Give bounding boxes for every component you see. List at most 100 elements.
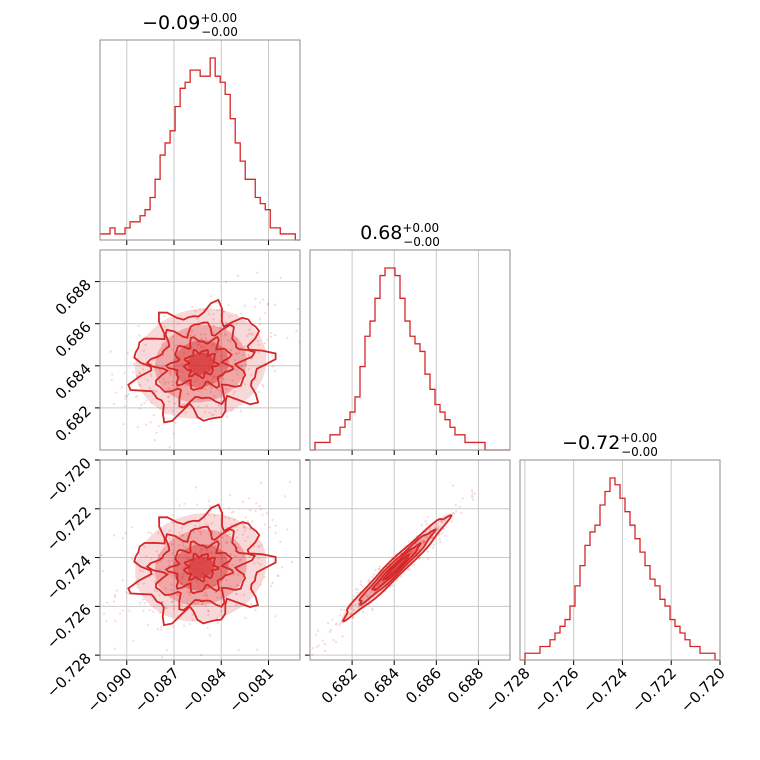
sample-point [158,369,162,372]
sample-point [472,498,475,501]
sample-point [254,297,257,301]
sample-point [274,524,277,527]
sample-point [339,622,342,625]
sample-point [255,502,258,505]
sample-point [349,612,352,615]
sample-point [250,602,253,606]
sample-point [143,545,146,549]
sample-point [222,310,226,313]
sample-point [96,391,98,393]
sample-point [410,550,413,553]
sample-point [370,607,373,610]
sample-point [131,526,134,529]
sample-point [113,595,116,598]
sample-point [193,334,196,337]
sample-point [168,529,171,532]
sample-point [277,574,280,577]
sample-point [250,374,253,377]
sample-point [365,593,368,596]
sample-point [105,620,108,623]
sample-point [256,271,259,274]
sample-point [268,526,271,529]
sample-point [328,630,332,633]
sample-point [219,308,222,311]
sample-point [439,541,442,544]
sample-point [269,335,272,338]
sample-point [229,340,232,343]
sample-point [422,541,425,544]
sample-point [186,602,189,605]
sample-point [262,385,265,388]
sample-point [196,503,199,506]
sample-point [216,309,219,312]
sample-point [137,325,140,328]
sample-point [460,511,463,514]
scatter-panel-2: 0.682 0.684 0.686 0.688 [305,459,511,707]
sample-point [263,576,266,579]
sample-point [158,568,161,571]
sample-point [172,625,175,628]
sample-point [377,567,380,570]
sample-point [153,368,156,371]
sample-point [177,322,180,326]
sample-point [334,640,338,644]
sample-point [173,402,176,405]
sample-point [315,645,318,649]
sample-point [226,564,229,567]
sample-point [258,505,261,508]
sample-point [157,553,160,556]
contour-line [164,539,235,595]
sample-point [240,365,244,368]
y-tick-label: 0.684 [52,360,95,403]
sample-point [211,343,214,347]
sample-point [162,341,165,344]
sample-point [420,524,423,527]
sample-point [224,328,227,331]
sample-point [199,308,202,311]
sample-point [317,629,320,632]
sample-point [161,600,164,604]
sample-point [470,489,474,492]
sample-point [311,653,314,657]
sample-point [209,386,212,389]
sample-point [248,527,252,531]
sample-point [432,543,435,546]
x-tick-label: −0.728 [482,664,534,716]
sample-point [214,545,217,548]
sample-point [419,556,422,559]
sample-point [421,539,424,542]
sample-point [461,497,464,500]
sample-point [260,544,263,547]
y-tick-label: −0.726 [43,600,95,652]
sample-point [194,486,197,489]
hist-panel-1: 0.68+0.00 −0.00 [309,221,511,455]
sample-point [244,526,247,530]
sample-point [301,538,303,540]
sample-point [242,526,245,529]
sample-point [120,386,124,389]
sample-point [372,573,375,576]
sample-point [236,546,240,549]
sample-point [171,409,174,413]
sample-point [112,534,116,537]
title-plus: +0.00 [200,11,237,25]
sample-point [171,600,174,603]
sample-point [152,598,155,601]
contour-line [127,298,277,424]
sample-point [172,559,175,562]
sample-point [219,570,222,573]
sample-point [222,378,225,381]
sample-point [450,520,453,523]
sample-point [170,588,173,592]
sample-point [227,507,230,510]
sample-point [257,390,261,394]
sample-point [225,534,228,537]
sample-point [376,584,379,587]
y-tick-label: −0.720 [43,454,95,506]
sample-point [93,357,95,359]
sample-point [145,555,148,558]
sample-point [229,553,232,556]
sample-point [221,557,224,560]
hist-panel-frame [99,39,301,241]
sample-point [112,402,115,405]
